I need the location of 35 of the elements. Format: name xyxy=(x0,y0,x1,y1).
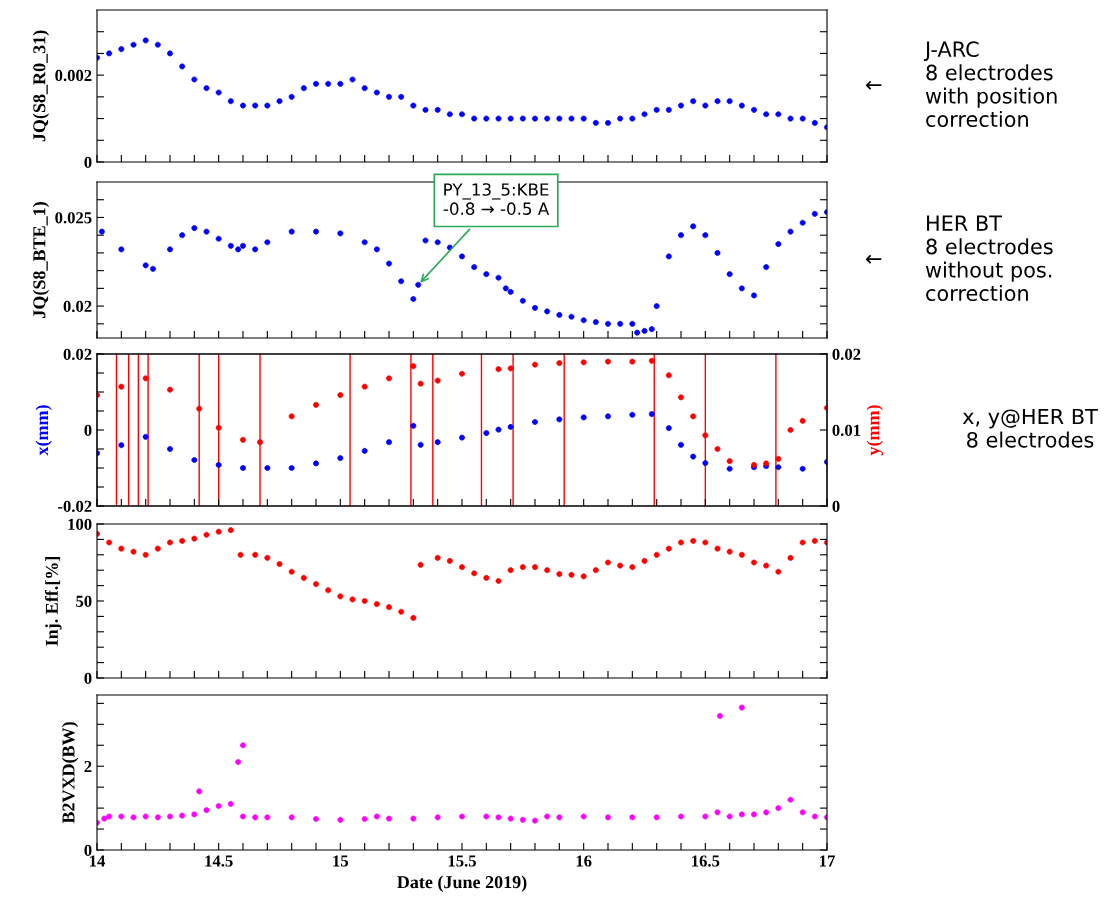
text: ← xyxy=(866,80,882,90)
y-tick-label: 2 xyxy=(84,760,92,772)
y2-tick-label: 0.02 xyxy=(832,348,861,361)
x-tick-label: 15.5 xyxy=(448,855,476,867)
text: ← xyxy=(866,254,882,264)
x-tick-label: 14.5 xyxy=(205,855,233,867)
y-axis-title: JQ(S8_R0_31) xyxy=(32,30,50,142)
text: J-ARC 8 electrodes with position correction xyxy=(923,41,1057,128)
x-tick-label: 17 xyxy=(820,855,835,867)
annotation: PY_13_5:KBE -0.8 → -0.5 A xyxy=(443,183,550,215)
y-tick-label: 0.02 xyxy=(63,348,92,361)
y2-tick-label: 0.01 xyxy=(832,424,861,437)
x-tick-label: 16.5 xyxy=(692,855,720,867)
y-axis-title: B2VXD(BW) xyxy=(61,722,79,824)
text: x, y@HER BT 8 electrodes xyxy=(962,408,1098,448)
y2-tick-label: 0 xyxy=(832,500,840,512)
y-tick-label: -0.02 xyxy=(58,500,92,513)
y2-axis-title: y(mm) xyxy=(866,405,884,456)
x-tick-label: 14 xyxy=(90,855,106,867)
y-axis-title: x(mm) xyxy=(35,405,52,456)
x-axis-title: Date (June 2019) xyxy=(397,875,527,892)
y-axis-title: JQ(S8_BTE_1) xyxy=(32,202,50,318)
y-tick-label: 0 xyxy=(84,844,92,856)
y-tick-label: 0 xyxy=(84,156,92,168)
y-tick-label: 0 xyxy=(84,424,92,436)
y-tick-label: 100 xyxy=(68,518,92,530)
y-tick-label: 0.02 xyxy=(63,300,92,313)
y-tick-label: 50 xyxy=(76,595,92,607)
text: HER BT 8 electrodes without pos. correction xyxy=(925,215,1053,302)
y-axis-title: Inj. Eff.[%] xyxy=(45,556,62,646)
y-tick-label: 0.025 xyxy=(55,212,92,224)
x-tick-label: 15 xyxy=(333,855,349,867)
y-tick-label: 0.002 xyxy=(55,69,92,82)
y-tick-label: 0 xyxy=(84,672,92,684)
x-tick-label: 16 xyxy=(576,855,592,867)
